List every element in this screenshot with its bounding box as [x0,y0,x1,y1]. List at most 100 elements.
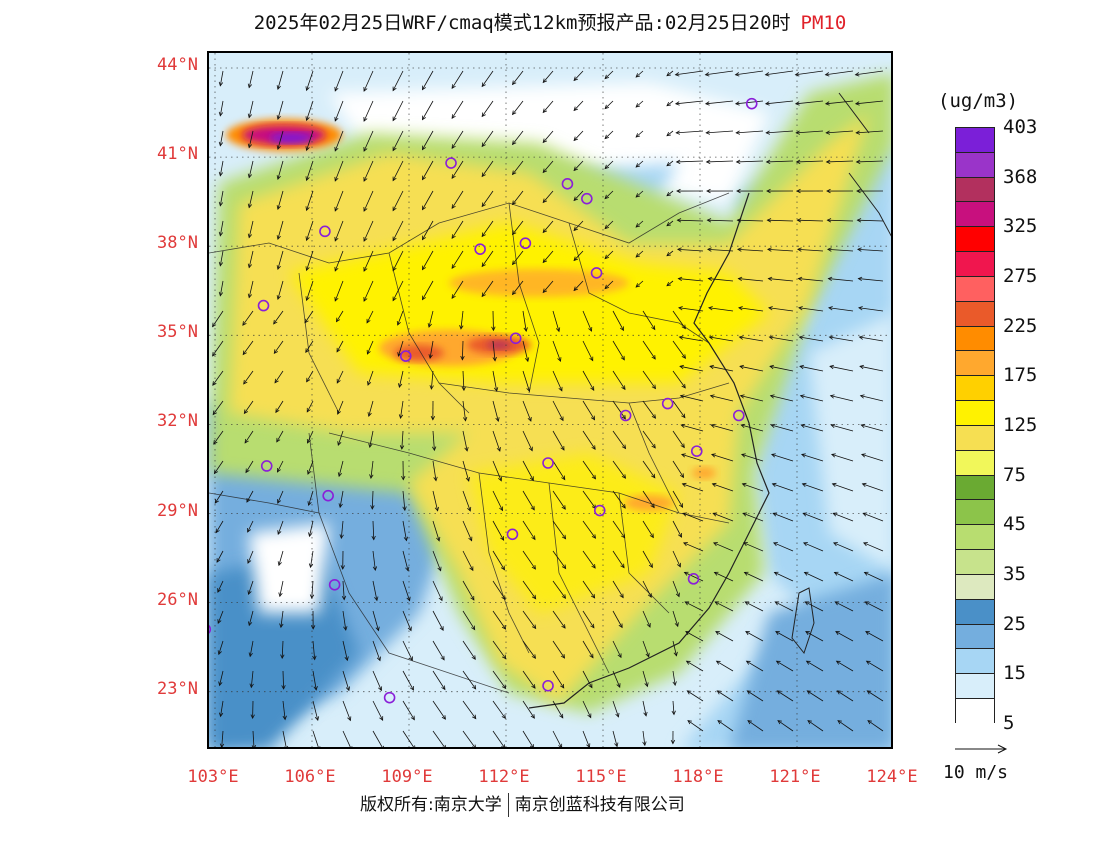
colorbar-label: 325 [1003,215,1038,238]
wind-arrow [863,571,869,576]
wind-arrow [825,159,831,164]
wind-arrow [706,188,711,194]
wind-arrow [481,112,486,118]
station-marker [661,397,674,410]
wind-arrow [558,386,563,392]
wind-arrow [247,559,252,564]
wind-arrow [714,601,720,606]
wind-arrow [773,571,779,576]
wind-arrow [363,267,368,272]
wind-arrow [715,631,720,636]
colorbar-label: 125 [1003,414,1038,436]
forecast-map[interactable] [207,51,893,749]
wind-arrow [471,744,476,747]
wind-arrow [542,198,548,204]
wind-arrow [277,467,281,473]
wind-arrow [561,624,566,629]
wind-arrow [651,384,656,390]
lon-label: 106°E [284,767,336,787]
wind-arrow [451,294,456,299]
wind-arrow [682,512,688,517]
wind-arrow [276,295,281,300]
wind-arrow [677,247,682,252]
wind-arrow [481,172,486,178]
wind-arrow [802,542,808,547]
lon-label: 112°E [478,767,530,787]
wind-arrow [604,254,610,260]
map-title: 2025年02月25日WRF/cmaq模式12km预报产品:02月25日20时 P… [0,8,1100,35]
wind-arrow [830,423,836,429]
wind-arrow [371,535,376,541]
colorbar-label: 275 [1003,265,1038,287]
wind-arrow [804,601,810,606]
wind-arrow [542,288,548,294]
wind-arrow [824,72,830,77]
station-marker [322,489,334,502]
wind-arrow [861,453,866,458]
wind-arrow [531,535,536,541]
wind-arrow [276,235,281,240]
wind-arrow [243,409,249,415]
wind-arrow [403,536,409,542]
wind-arrow [836,690,842,695]
wind-arrow [245,468,250,474]
wind-arrow [646,623,651,628]
wind-arrow [336,317,341,323]
wind-arrow [396,320,401,326]
wind-arrow [436,536,441,542]
wind-arrow [832,542,838,547]
wind-arrow [277,499,282,504]
wind-arrow [674,622,679,628]
wind-arrow [679,394,685,399]
wind-arrow [586,743,591,747]
wind-arrow [711,482,717,488]
wind-arrow [310,625,316,630]
wind-arrow [251,745,257,747]
wind-arrow [651,354,656,360]
wind-arrow [495,417,500,422]
wind-arrow [336,378,341,384]
lat-label: 26°N [157,589,198,610]
wind-arrow [587,713,592,719]
lon-label: 124°E [866,767,918,787]
wind-arrow [860,423,866,429]
wind-arrow [651,414,657,419]
wind-arrow [833,571,839,576]
wind-arrow [247,263,253,269]
wind-arrow [304,318,309,324]
wind-arrow [392,176,397,182]
wind-arrow [282,715,287,721]
station-marker [257,299,270,312]
wind-arrow [807,720,812,725]
wind-arrow [405,566,410,572]
wind-arrow [666,281,672,287]
colorbar-swatch [956,500,994,526]
wind-arrow [707,276,713,282]
wind-arrow [675,159,681,164]
wind-arrow [559,713,564,719]
colorbar-label: 368 [1003,165,1038,188]
wind-arrow [674,101,680,106]
wind-arrow [247,203,253,209]
lon-label: 115°E [575,767,627,787]
wind-arrow [827,247,832,252]
wind-arrow [491,326,496,332]
wind-arrow [217,619,222,625]
wind-arrow [865,631,870,636]
colorbar-label: 15 [1003,662,1026,685]
wind-arrow [334,146,339,152]
colorbar-swatch [956,475,994,501]
wind-arrow [314,716,320,722]
wind-arrow [709,364,714,370]
colorbar-swatch [956,450,994,476]
wind-arrow [392,86,397,92]
colorbar-label: 35 [1003,563,1026,585]
wind-arrow [857,276,863,282]
wind-arrow [854,72,860,77]
wind-arrow [795,130,801,135]
wind-arrow [468,536,473,542]
wind-arrow [799,364,804,370]
wind-arrow [685,631,690,636]
wind-arrow [467,506,472,512]
wind-arrow [854,101,860,106]
